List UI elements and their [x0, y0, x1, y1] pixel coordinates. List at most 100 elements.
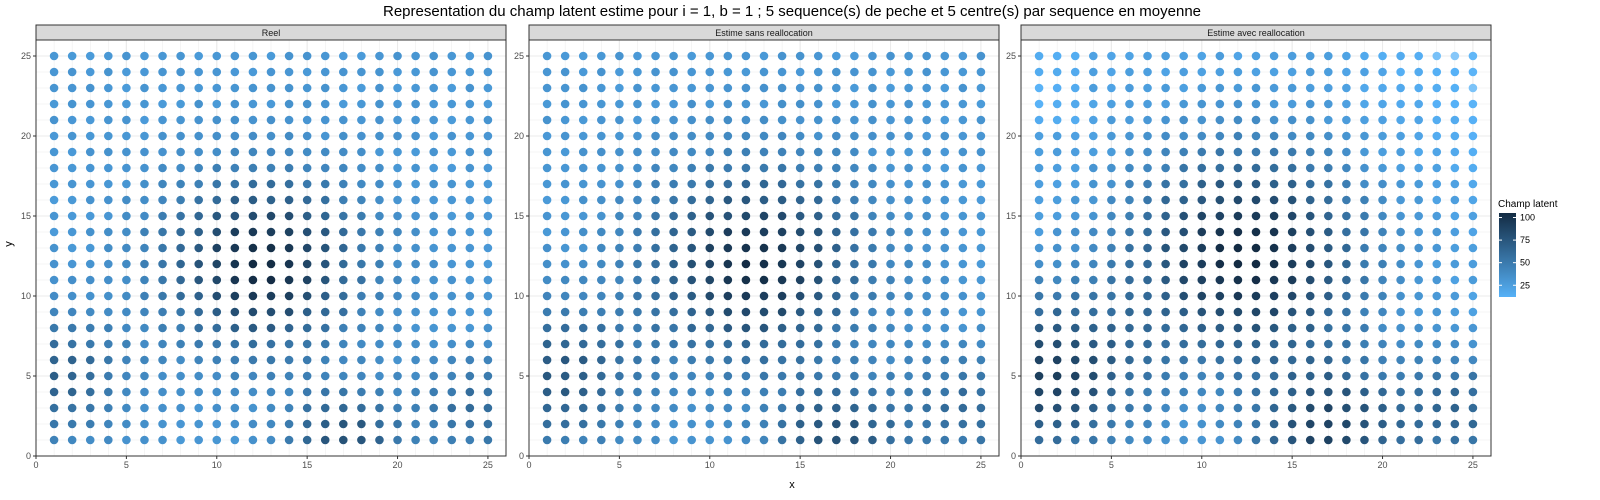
data-point [248, 387, 258, 397]
data-point [248, 147, 258, 157]
data-point [1450, 83, 1460, 93]
data-point [940, 211, 950, 221]
data-point [832, 355, 841, 365]
data-point [976, 403, 986, 413]
data-point [633, 323, 642, 333]
data-point [1305, 307, 1315, 317]
data-point [1251, 387, 1261, 397]
data-point [284, 83, 294, 93]
data-point [777, 435, 787, 445]
data-point [542, 147, 552, 157]
data-point [976, 51, 986, 61]
data-point [1414, 355, 1423, 365]
data-point [1233, 291, 1243, 301]
data-point [339, 387, 348, 397]
data-point [922, 387, 931, 397]
data-point [669, 99, 678, 109]
data-point [1269, 131, 1279, 141]
data-point [49, 419, 59, 429]
data-point [651, 179, 660, 189]
data-point [393, 403, 402, 413]
data-point [302, 323, 312, 333]
data-point [560, 275, 570, 285]
data-point [560, 339, 570, 349]
data-point [868, 259, 877, 269]
data-point [741, 243, 751, 253]
data-point [1287, 259, 1297, 269]
data-point [1215, 227, 1225, 237]
data-point [1360, 435, 1369, 445]
data-point [850, 163, 859, 173]
data-point [140, 387, 149, 397]
data-point [1468, 163, 1478, 173]
data-point [1161, 323, 1170, 333]
data-point [320, 211, 330, 221]
data-point [940, 163, 950, 173]
data-point [1197, 147, 1207, 157]
data-point [958, 227, 968, 237]
data-point [375, 211, 384, 221]
data-point [1468, 307, 1478, 317]
data-point [1305, 323, 1315, 333]
data-point [266, 419, 276, 429]
data-point [705, 131, 715, 141]
data-point [651, 307, 660, 317]
data-point [1215, 131, 1225, 141]
data-point [212, 211, 222, 221]
data-point [1107, 115, 1116, 125]
data-point [813, 51, 823, 61]
data-point [429, 211, 438, 221]
data-point [266, 291, 276, 301]
data-point [1052, 99, 1062, 109]
data-point [940, 195, 950, 205]
data-point [578, 195, 588, 205]
y-tick-label: 15 [1006, 211, 1016, 221]
data-point [320, 403, 330, 413]
data-point [922, 291, 931, 301]
data-point [795, 67, 805, 77]
data-point [958, 323, 968, 333]
data-point [578, 99, 588, 109]
data-point [1468, 115, 1478, 125]
data-point [1414, 371, 1423, 381]
data-point [320, 275, 330, 285]
data-point [266, 51, 276, 61]
data-point [284, 307, 294, 317]
data-point [158, 131, 167, 141]
data-point [67, 371, 77, 381]
data-point [597, 339, 606, 349]
data-point [1034, 243, 1044, 253]
data-point [850, 291, 859, 301]
data-point [284, 419, 294, 429]
data-point [940, 67, 950, 77]
data-point [886, 339, 895, 349]
data-point [1233, 307, 1243, 317]
data-point [741, 387, 751, 397]
data-point [904, 147, 913, 157]
data-point [1342, 371, 1351, 381]
data-point [723, 83, 733, 93]
data-point [1215, 147, 1225, 157]
data-point [104, 51, 113, 61]
data-point [302, 211, 312, 221]
data-point [705, 227, 715, 237]
data-point [741, 147, 751, 157]
data-point [194, 387, 203, 397]
data-point [1396, 275, 1405, 285]
data-point [1378, 163, 1387, 173]
data-point [339, 275, 348, 285]
data-point [850, 243, 859, 253]
data-point [904, 179, 913, 189]
data-point [560, 179, 570, 189]
data-point [483, 419, 493, 429]
data-point [375, 419, 384, 429]
data-point [1197, 131, 1207, 141]
data-point [1251, 195, 1261, 205]
data-point [1070, 339, 1080, 349]
data-point [615, 371, 624, 381]
data-point [1215, 211, 1225, 221]
data-point [1070, 163, 1080, 173]
data-point [393, 67, 402, 77]
data-point [1070, 147, 1080, 157]
data-point [651, 131, 660, 141]
